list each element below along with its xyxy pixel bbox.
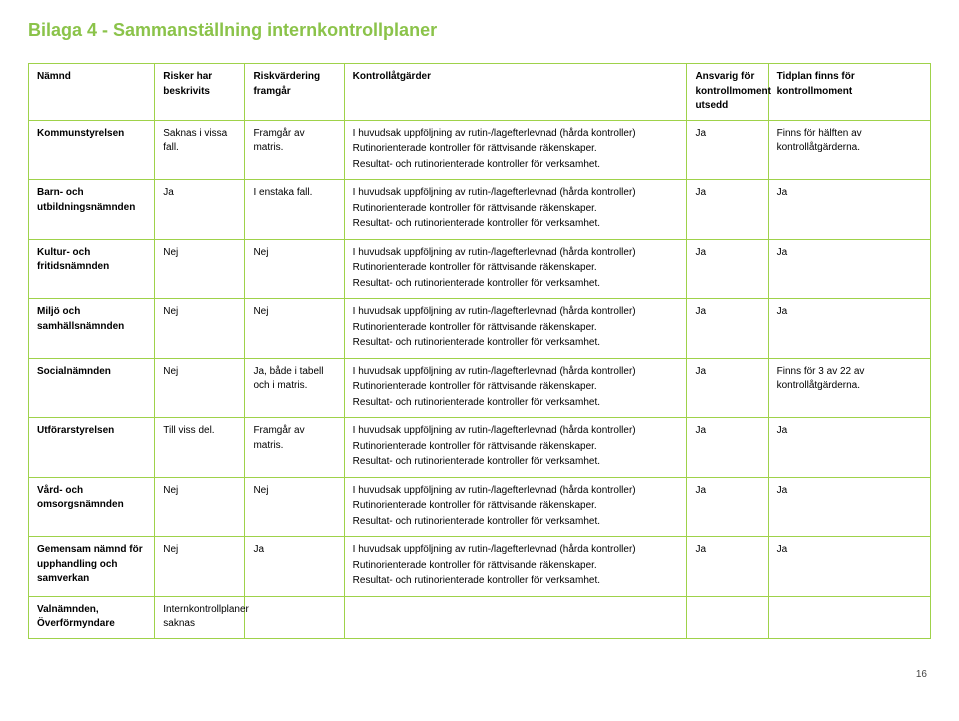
kontroll-line: Rutinorienterade kontroller för rättvisa… (353, 142, 679, 157)
cell-tidplan: Finns för 3 av 22 av kontrollåtgärderna. (768, 358, 930, 418)
cell-namnd: Socialnämnden (29, 358, 155, 418)
page-number: 16 (28, 669, 931, 680)
cell-ansvarig: Ja (687, 537, 768, 597)
kontroll-line: Resultat- och rutinorienterade kontrolle… (353, 158, 679, 173)
col-header-risker: Risker har beskrivits (155, 64, 245, 121)
table-row: KommunstyrelsenSaknas i vissa fall.Framg… (29, 120, 931, 180)
kontroll-line: Rutinorienterade kontroller för rättvisa… (353, 559, 679, 574)
cell-tidplan: Ja (768, 239, 930, 299)
cell-risker: Saknas i vissa fall. (155, 120, 245, 180)
cell-kontrollatgarder: I huvudsak uppföljning av rutin-/lagefte… (344, 239, 687, 299)
kontroll-line: Resultat- och rutinorienterade kontrolle… (353, 217, 679, 232)
cell-tidplan: Ja (768, 299, 930, 359)
cell-riskvardering: Framgår av matris. (245, 418, 344, 478)
col-header-riskv: Riskvärdering framgår (245, 64, 344, 121)
cell-riskvardering: I enstaka fall. (245, 180, 344, 240)
cell-riskvardering: Ja, både i tabell och i matris. (245, 358, 344, 418)
cell-tidplan (768, 596, 930, 638)
cell-riskvardering: Framgår av matris. (245, 120, 344, 180)
kontroll-line: I huvudsak uppföljning av rutin-/lagefte… (353, 305, 679, 320)
col-header-tidplan: Tidplan finns för kontrollmoment (768, 64, 930, 121)
kontroll-line: I huvudsak uppföljning av rutin-/lagefte… (353, 365, 679, 380)
kontroll-line: Rutinorienterade kontroller för rättvisa… (353, 440, 679, 455)
cell-ansvarig: Ja (687, 299, 768, 359)
cell-riskvardering: Ja (245, 537, 344, 597)
kontroll-line: Rutinorienterade kontroller för rättvisa… (353, 380, 679, 395)
table-row: Valnämnden, ÖverförmyndareInternkontroll… (29, 596, 931, 638)
cell-kontrollatgarder: I huvudsak uppföljning av rutin-/lagefte… (344, 299, 687, 359)
internkontroll-table: Nämnd Risker har beskrivits Riskvärderin… (28, 63, 931, 639)
table-row: SocialnämndenNejJa, både i tabell och i … (29, 358, 931, 418)
kontroll-line: I huvudsak uppföljning av rutin-/lagefte… (353, 186, 679, 201)
cell-namnd: Utförarstyrelsen (29, 418, 155, 478)
cell-ansvarig: Ja (687, 239, 768, 299)
cell-ansvarig: Ja (687, 358, 768, 418)
table-row: Barn- och utbildningsnämndenJaI enstaka … (29, 180, 931, 240)
kontroll-line: Rutinorienterade kontroller för rättvisa… (353, 499, 679, 514)
cell-risker: Nej (155, 239, 245, 299)
kontroll-line: Resultat- och rutinorienterade kontrolle… (353, 455, 679, 470)
cell-riskvardering: Nej (245, 477, 344, 537)
cell-risker: Ja (155, 180, 245, 240)
kontroll-line: Resultat- och rutinorienterade kontrolle… (353, 574, 679, 589)
cell-namnd: Vård- och omsorgsnämnden (29, 477, 155, 537)
kontroll-line: Rutinorienterade kontroller för rättvisa… (353, 202, 679, 217)
col-header-namnd: Nämnd (29, 64, 155, 121)
cell-namnd: Barn- och utbildningsnämnden (29, 180, 155, 240)
table-row: Kultur- och fritidsnämndenNejNejI huvuds… (29, 239, 931, 299)
cell-risker: Nej (155, 299, 245, 359)
cell-kontrollatgarder: I huvudsak uppföljning av rutin-/lagefte… (344, 358, 687, 418)
cell-ansvarig: Ja (687, 120, 768, 180)
kontroll-line: I huvudsak uppföljning av rutin-/lagefte… (353, 246, 679, 261)
cell-tidplan: Ja (768, 418, 930, 478)
kontroll-line: Resultat- och rutinorienterade kontrolle… (353, 396, 679, 411)
cell-risker: Internkontrollplaner saknas (155, 596, 245, 638)
table-row: UtförarstyrelsenTill viss del.Framgår av… (29, 418, 931, 478)
cell-kontrollatgarder: I huvudsak uppföljning av rutin-/lagefte… (344, 180, 687, 240)
cell-kontrollatgarder (344, 596, 687, 638)
cell-risker: Till viss del. (155, 418, 245, 478)
cell-namnd: Kultur- och fritidsnämnden (29, 239, 155, 299)
page-title: Bilaga 4 - Sammanställning internkontrol… (28, 20, 931, 41)
cell-risker: Nej (155, 477, 245, 537)
col-header-kontroll: Kontrollåtgärder (344, 64, 687, 121)
kontroll-line: I huvudsak uppföljning av rutin-/lagefte… (353, 543, 679, 558)
cell-tidplan: Ja (768, 537, 930, 597)
cell-namnd: Miljö och samhällsnämnden (29, 299, 155, 359)
cell-tidplan: Ja (768, 477, 930, 537)
cell-riskvardering (245, 596, 344, 638)
col-header-ansvarig: Ansvarig för kontrollmoment utsedd (687, 64, 768, 121)
kontroll-line: Rutinorienterade kontroller för rättvisa… (353, 261, 679, 276)
cell-namnd: Gemensam nämnd för upphandling och samve… (29, 537, 155, 597)
cell-namnd: Valnämnden, Överförmyndare (29, 596, 155, 638)
cell-risker: Nej (155, 537, 245, 597)
cell-ansvarig: Ja (687, 477, 768, 537)
kontroll-line: I huvudsak uppföljning av rutin-/lagefte… (353, 484, 679, 499)
cell-risker: Nej (155, 358, 245, 418)
kontroll-line: Resultat- och rutinorienterade kontrolle… (353, 336, 679, 351)
cell-tidplan: Ja (768, 180, 930, 240)
cell-kontrollatgarder: I huvudsak uppföljning av rutin-/lagefte… (344, 537, 687, 597)
kontroll-line: Resultat- och rutinorienterade kontrolle… (353, 277, 679, 292)
table-header-row: Nämnd Risker har beskrivits Riskvärderin… (29, 64, 931, 121)
cell-ansvarig: Ja (687, 418, 768, 478)
kontroll-line: Resultat- och rutinorienterade kontrolle… (353, 515, 679, 530)
table-row: Vård- och omsorgsnämndenNejNejI huvudsak… (29, 477, 931, 537)
cell-kontrollatgarder: I huvudsak uppföljning av rutin-/lagefte… (344, 418, 687, 478)
cell-riskvardering: Nej (245, 299, 344, 359)
kontroll-line: I huvudsak uppföljning av rutin-/lagefte… (353, 127, 679, 142)
cell-riskvardering: Nej (245, 239, 344, 299)
cell-ansvarig: Ja (687, 180, 768, 240)
kontroll-line: Rutinorienterade kontroller för rättvisa… (353, 321, 679, 336)
cell-kontrollatgarder: I huvudsak uppföljning av rutin-/lagefte… (344, 120, 687, 180)
table-row: Gemensam nämnd för upphandling och samve… (29, 537, 931, 597)
cell-tidplan: Finns för hälften av kontrollåtgärderna. (768, 120, 930, 180)
cell-namnd: Kommunstyrelsen (29, 120, 155, 180)
cell-kontrollatgarder: I huvudsak uppföljning av rutin-/lagefte… (344, 477, 687, 537)
cell-ansvarig (687, 596, 768, 638)
table-row: Miljö och samhällsnämndenNejNejI huvudsa… (29, 299, 931, 359)
kontroll-line: I huvudsak uppföljning av rutin-/lagefte… (353, 424, 679, 439)
